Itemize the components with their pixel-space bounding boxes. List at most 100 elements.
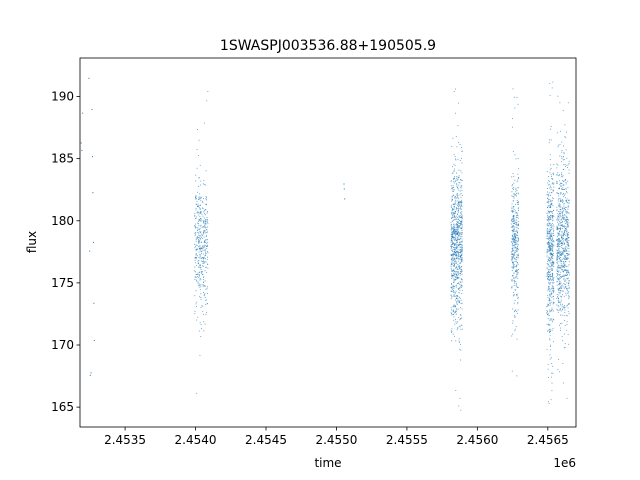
data-point — [198, 198, 199, 200]
data-point — [563, 347, 565, 349]
data-point — [459, 319, 461, 321]
data-point — [516, 211, 518, 213]
data-point — [452, 270, 454, 272]
data-point — [455, 251, 457, 253]
data-point — [563, 164, 565, 166]
data-point — [453, 182, 455, 184]
data-point — [514, 194, 516, 196]
data-point — [460, 147, 462, 148]
data-point — [453, 252, 455, 254]
data-point — [460, 233, 462, 235]
data-point — [560, 240, 562, 241]
data-point — [453, 243, 455, 245]
data-point — [559, 289, 561, 291]
data-point — [457, 230, 459, 232]
data-point — [199, 235, 201, 237]
data-point — [560, 304, 562, 306]
data-point — [195, 218, 197, 219]
data-point — [458, 242, 460, 244]
data-point — [563, 232, 565, 234]
data-point — [568, 248, 570, 250]
data-point — [517, 215, 519, 217]
data-point — [461, 201, 463, 203]
data-point — [557, 252, 558, 254]
data-point — [551, 256, 553, 258]
data-point — [559, 206, 561, 208]
data-point — [568, 296, 570, 298]
data-point — [558, 245, 560, 247]
data-point — [460, 236, 462, 238]
data-point — [559, 183, 561, 185]
data-point — [562, 110, 564, 112]
data-point — [194, 243, 196, 245]
data-point — [455, 340, 457, 342]
data-point — [458, 265, 460, 267]
data-point — [458, 201, 460, 203]
data-point — [515, 223, 517, 225]
data-point — [456, 313, 457, 315]
data-point — [461, 285, 463, 287]
data-point — [517, 103, 519, 105]
data-point — [452, 208, 454, 210]
data-point — [547, 242, 549, 244]
data-point — [517, 248, 519, 250]
data-point — [515, 260, 517, 262]
data-point — [197, 227, 199, 229]
data-point — [563, 231, 565, 233]
data-point — [567, 205, 569, 207]
data-point — [454, 229, 456, 231]
data-point — [455, 223, 457, 225]
data-point — [562, 286, 564, 288]
data-point — [558, 240, 560, 242]
data-point — [454, 238, 456, 240]
data-point — [513, 216, 515, 218]
data-point — [561, 250, 563, 252]
data-point — [549, 217, 551, 219]
data-point — [206, 235, 208, 237]
data-point — [516, 251, 518, 253]
data-point — [551, 309, 553, 310]
data-point — [564, 215, 566, 217]
data-point — [556, 257, 558, 259]
data-point — [559, 255, 561, 256]
data-point — [460, 258, 462, 260]
data-point — [458, 216, 460, 218]
data-point — [452, 272, 454, 274]
data-point — [513, 182, 515, 184]
data-point — [551, 263, 553, 265]
data-point — [550, 276, 551, 278]
data-point — [564, 257, 566, 258]
data-point — [457, 226, 458, 228]
data-point — [451, 237, 452, 239]
data-point — [454, 335, 456, 337]
data-point — [453, 295, 455, 296]
data-point — [562, 215, 564, 217]
data-point — [567, 283, 569, 285]
data-point — [556, 258, 558, 259]
data-point — [557, 278, 559, 280]
data-point — [558, 205, 560, 207]
data-point — [565, 269, 567, 271]
data-point — [546, 171, 548, 173]
data-point — [558, 204, 560, 206]
data-point — [561, 335, 563, 337]
data-point — [205, 199, 207, 201]
data-point — [565, 246, 567, 248]
data-point — [453, 177, 455, 179]
data-point — [566, 164, 568, 166]
data-point — [91, 156, 93, 158]
data-point — [460, 200, 462, 202]
data-point — [552, 244, 554, 246]
data-point — [560, 299, 562, 301]
data-point — [517, 297, 519, 299]
data-point — [546, 224, 548, 226]
data-point — [451, 261, 453, 263]
data-point — [511, 241, 513, 243]
data-point — [548, 201, 550, 203]
data-point — [565, 206, 567, 208]
data-point — [452, 258, 454, 260]
data-point — [514, 261, 516, 263]
data-point — [551, 212, 553, 214]
data-point — [455, 207, 457, 208]
data-point — [564, 275, 566, 276]
